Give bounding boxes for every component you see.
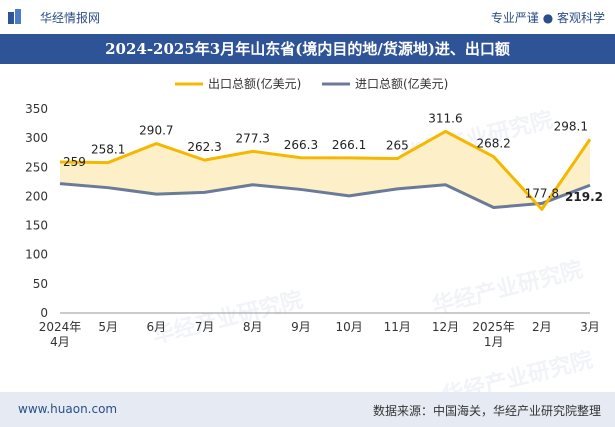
y-tick-label: 50 [33,277,48,291]
brand-name: 华经情报网 [40,11,101,25]
import-series-line [59,182,591,210]
line-chart: 出口总额(亿美元) 进口总额(亿美元) 0 50 100 150 200 250 300 350 2… [25,76,603,349]
logo-icon [8,9,21,24]
y-tick-label: 300 [25,131,48,145]
export-data-label: 277.3 [236,131,270,145]
x-tick-label: 2025年 1月 [472,320,515,349]
export-series-line [59,129,592,211]
x-tick-label: 7月 [195,320,215,334]
y-tick-label: 200 [25,189,48,203]
export-data-label: 262.3 [187,140,221,154]
x-tick-label: 11月 [384,320,411,334]
export-data-label: 266.3 [284,138,318,152]
data-source: 数据来源：中国海关，华经产业研究院整理 [372,404,601,418]
export-data-label: 311.6 [428,111,462,125]
legend-label-1: 进口总额(亿美元) [355,76,448,91]
top-bar: 华经情报网 专业严谨 ● 客观科学 [0,0,615,34]
export-data-label: 177.8 [525,186,559,200]
x-tick-label: 5月 [98,320,118,334]
footer: www.huaon.com 数据来源：中国海关，华经产业研究院整理 [0,392,615,427]
x-tick-label: 2024年 4月 [39,320,82,349]
y-tick-label: 100 [25,248,48,262]
y-tick-label: 250 [25,160,48,174]
export-data-label: 298.1 [554,119,588,133]
export-data-label: 259 [63,155,86,169]
x-tick-label: 8月 [243,320,263,334]
y-tick-label: 350 [25,102,48,116]
tagline: 专业严谨 ● 客观科学 [490,11,605,25]
export-data-label: 266.1 [332,138,366,152]
y-tick-label: 0 [40,306,48,320]
x-tick-label: 12月 [432,320,459,334]
export-data-label: 265 [386,139,409,153]
x-tick-label: 9月 [291,320,311,334]
export-data-label: 258.1 [91,143,125,157]
x-tick-label: 3月 [580,320,600,334]
legend-label-0: 出口总额(亿美元) [208,76,301,91]
website-link[interactable]: www.huaon.com [18,402,118,416]
export-data-label: 268.2 [476,137,510,151]
x-tick-label: 10月 [335,320,362,334]
title-bar: 2024-2025年3月年山东省(境内目的地/货源地)进、出口额 [0,34,615,64]
x-tick-label: 2月 [532,320,552,334]
y-tick-label: 150 [25,219,48,233]
x-tick-label: 6月 [147,320,167,334]
import-data-label: 219.2 [565,190,603,204]
export-data-label: 290.7 [139,124,173,138]
chart-title: 2024-2025年3月年山东省(境内目的地/货源地)进、出口额 [105,40,510,58]
